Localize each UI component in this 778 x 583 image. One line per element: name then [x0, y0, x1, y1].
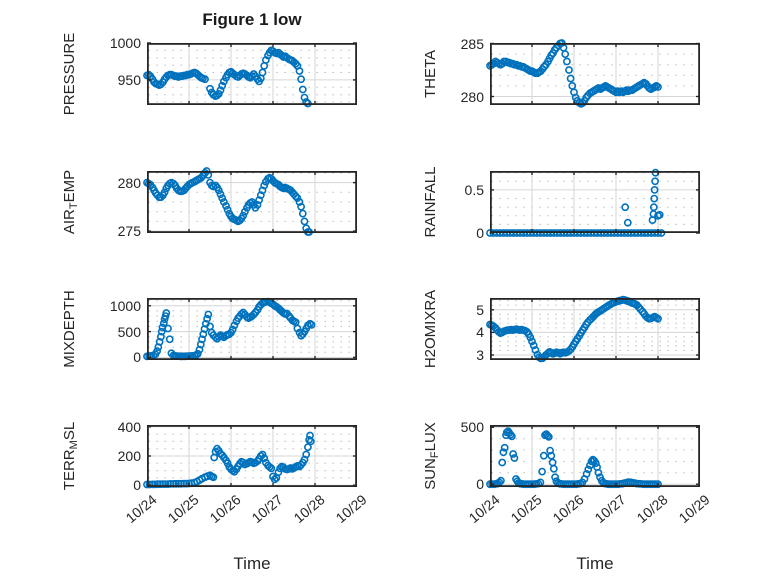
ylabel-text: SL — [61, 421, 78, 441]
subplot-rainfall: RAINFALL 0 0.5 — [422, 167, 700, 241]
mixdepth-plot-area — [143, 297, 357, 361]
y-tick-label: 285 — [460, 35, 484, 52]
subplot-mixdepth: MIXDEPTH 0 500 1000 — [61, 290, 357, 368]
y-tick-label: 0.5 — [464, 181, 484, 198]
subplot-theta: THETA 280 285 — [422, 36, 700, 108]
ylabel-text: SUN — [422, 458, 439, 490]
x-tick-label: 10/29 — [675, 491, 713, 527]
ylabel-text: EMP — [61, 169, 78, 203]
y-tick-label: 280 — [117, 174, 141, 191]
grid-lines — [147, 425, 357, 487]
data-series — [143, 46, 312, 108]
sun-flux-plot-area — [486, 424, 700, 489]
air-temp-plot-area — [143, 167, 357, 236]
ylabel-text: RAINFALL — [422, 166, 439, 238]
ylabel-subscript: F — [429, 451, 441, 459]
mixdepth-y-axis-label: MIXDEPTH — [61, 290, 83, 368]
grid-lines — [490, 43, 700, 105]
y-tick-label: 280 — [460, 88, 484, 105]
axes-box — [489, 170, 700, 234]
y-tick-label: 400 — [117, 418, 141, 435]
axes-box — [489, 297, 700, 361]
air-temp-y-axis-label: AIRTEMP — [61, 170, 83, 234]
x-tick-label: 10/25 — [507, 491, 545, 527]
y-tick-label: 500 — [460, 419, 484, 436]
data-series — [486, 168, 666, 237]
y-tick-label: 1000 — [109, 297, 141, 314]
x-tick-label: 10/24 — [122, 491, 160, 527]
axes-box — [489, 424, 700, 488]
ylabel-text: TERR — [61, 449, 78, 491]
x-tick-label: 10/27 — [248, 491, 286, 527]
data-series — [143, 431, 315, 489]
ylabel-text: H2OMIXRA — [422, 289, 439, 369]
data-series — [486, 295, 662, 363]
axes-box — [146, 424, 357, 488]
y-tick-label: 0 — [133, 477, 141, 494]
figure-title: Figure 1 low — [202, 10, 302, 29]
x-tick-label: 10/26 — [549, 491, 587, 527]
y-tick-label: 275 — [117, 223, 141, 240]
x-axis-label-right: Time — [576, 554, 614, 573]
y-tick-label: 0 — [476, 476, 484, 493]
subplot-sun-flux: SUNFLUX 0 500 10/24 10/25 10/26 10/27 10/28 10/… — [422, 419, 713, 526]
grid-lines — [490, 171, 700, 233]
y-tick-label: 4 — [476, 324, 484, 341]
grid-lines — [490, 425, 700, 487]
y-tick-label: 0 — [476, 225, 484, 241]
y-tick-label: 950 — [117, 71, 141, 88]
axes-box — [146, 297, 357, 361]
x-tick-label: 10/28 — [633, 491, 671, 527]
x-tick-label: 10/25 — [164, 491, 202, 527]
y-tick-label: 5 — [476, 301, 484, 318]
terr-msl-y-axis-label: TERRMSL — [61, 422, 83, 490]
ylabel-text: THETA — [422, 49, 439, 99]
rainfall-plot-area — [486, 168, 700, 237]
subplot-terr-msl: TERRMSL 0 200 400 10/24 10/25 10/26 10/27 10/28… — [61, 419, 370, 526]
axes-box — [146, 42, 357, 106]
theta-plot-area — [486, 39, 700, 108]
ylabel-text: LUX — [422, 422, 439, 452]
subplot-h2omixra: H2OMIXRA 3 4 5 — [422, 290, 700, 368]
ylabel-text: PRESSURE — [61, 32, 78, 116]
terr-msl-plot-area — [143, 424, 357, 489]
y-tick-label: 200 — [117, 448, 141, 464]
data-series — [143, 297, 316, 361]
y-tick-label: 1000 — [109, 35, 141, 51]
x-tick-label: 10/27 — [591, 491, 629, 527]
pressure-plot-area — [143, 42, 357, 108]
axes-box — [146, 170, 357, 234]
data-series — [143, 167, 313, 236]
grid-lines — [147, 298, 357, 360]
x-axis-label-left: Time — [233, 554, 271, 573]
x-tick-label: 10/28 — [290, 491, 328, 527]
ylabel-text: AIR — [61, 209, 78, 235]
y-tick-label: 0 — [133, 349, 141, 366]
subplot-pressure: PRESSURE 950 1000 — [61, 33, 357, 115]
ylabel-subscript: T — [68, 202, 80, 210]
y-tick-label: 3 — [476, 347, 484, 363]
x-tick-label: 10/26 — [206, 491, 244, 527]
y-tick-label: 500 — [117, 323, 141, 340]
subplot-air-temp: AIRTEMP 275 280 — [61, 167, 357, 239]
x-tick-label: 10/29 — [332, 491, 370, 527]
ylabel-subscript: M — [68, 440, 80, 450]
axes-box — [489, 42, 700, 106]
ylabel-text: MIXDEPTH — [61, 290, 78, 368]
h2omixra-plot-area — [486, 295, 700, 363]
pressure-y-axis-label: PRESSURE — [61, 33, 83, 116]
x-tick-label: 10/24 — [465, 491, 503, 527]
data-series — [486, 427, 662, 489]
